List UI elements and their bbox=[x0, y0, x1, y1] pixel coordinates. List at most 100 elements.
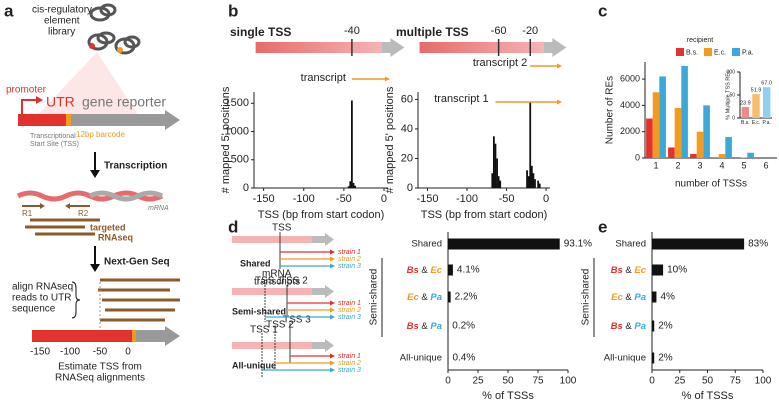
value-label: 23.9 bbox=[740, 100, 751, 106]
x-axis-label: TSS (bp from start codon) bbox=[421, 209, 548, 221]
label: TSS bbox=[272, 223, 292, 234]
strain-label: strain 1 bbox=[338, 249, 361, 256]
value-label: 83% bbox=[748, 239, 768, 250]
y-tick-label: 0 bbox=[635, 152, 640, 162]
label: TSS 1 bbox=[250, 325, 278, 336]
bar bbox=[448, 291, 451, 303]
x-tick-label: 100 bbox=[560, 376, 577, 387]
bar bbox=[538, 183, 541, 188]
y-axis-label: Semi-shared bbox=[369, 269, 380, 326]
x-tick-label: 1 bbox=[653, 160, 658, 170]
x-tick-label: -150 bbox=[253, 193, 275, 205]
panel-label: c bbox=[598, 1, 607, 20]
category-label: Ec & Pa bbox=[611, 292, 646, 303]
bar bbox=[652, 92, 660, 158]
y-tick-label: 20 bbox=[401, 152, 413, 164]
x-tick-label: 0 bbox=[543, 193, 549, 205]
y-tick-label: 0 bbox=[243, 182, 249, 194]
bar bbox=[696, 131, 704, 158]
bar bbox=[529, 102, 532, 188]
label: library bbox=[48, 27, 75, 38]
label: transcripts bbox=[254, 277, 300, 288]
category-label: All-unique bbox=[604, 353, 646, 364]
x-tick-label: 75 bbox=[730, 376, 742, 387]
bar bbox=[646, 118, 653, 158]
y-tick-label: 500 bbox=[231, 154, 249, 166]
y-tick-label: 1000 bbox=[225, 125, 249, 137]
bar bbox=[350, 100, 353, 188]
arrow-head bbox=[557, 63, 562, 69]
bar bbox=[741, 107, 750, 118]
annotation: transcript bbox=[301, 72, 346, 84]
label: Transcriptional bbox=[30, 133, 76, 140]
category-label: Bs & Ec bbox=[611, 265, 647, 276]
strain-label: strain 3 bbox=[338, 367, 361, 374]
strain-label: strain 2 bbox=[338, 256, 361, 263]
value-label: 4.1% bbox=[457, 265, 480, 276]
category-label: All-unique bbox=[400, 353, 442, 364]
label: promoter bbox=[6, 85, 47, 96]
x-tick-label: -50 bbox=[499, 193, 515, 205]
x-tick-label: 2 bbox=[675, 160, 680, 170]
label: Estimate TSS from bbox=[58, 362, 142, 373]
arrow-head bbox=[330, 263, 335, 269]
value-label: 0.2% bbox=[452, 321, 475, 332]
bar bbox=[652, 264, 664, 276]
value-label: 2.2% bbox=[455, 292, 478, 303]
x-tick-label: 100 bbox=[755, 376, 772, 387]
label: targeted bbox=[90, 222, 126, 232]
bar bbox=[534, 179, 536, 188]
bar bbox=[499, 180, 502, 188]
label: 12bp barcode bbox=[76, 130, 125, 139]
y-tick-label: 6000 bbox=[620, 73, 640, 83]
bar bbox=[532, 173, 535, 188]
label: R1 bbox=[22, 209, 33, 218]
label: UTR bbox=[46, 94, 75, 110]
bar bbox=[652, 238, 745, 250]
category-label: Ec & Pa bbox=[407, 292, 442, 303]
bar bbox=[725, 136, 732, 158]
chart-title: single TSS bbox=[230, 25, 291, 39]
arrow-head bbox=[330, 249, 335, 255]
panel-label: a bbox=[4, 1, 14, 20]
x-axis-label: TSS (bp from start codon) bbox=[258, 209, 385, 221]
x-tick-label: -100 bbox=[293, 193, 315, 205]
label: -150 bbox=[30, 347, 50, 358]
bar bbox=[497, 176, 500, 188]
label: 0 bbox=[125, 347, 131, 358]
bar bbox=[769, 156, 776, 158]
diagram-a: cis-regulatory element library promoter … bbox=[6, 3, 180, 384]
y-tick-label: 60 bbox=[401, 93, 413, 105]
y-axis-label: Semi-shared bbox=[581, 269, 592, 326]
label: TSS 2 bbox=[266, 320, 294, 331]
label: RNAseq bbox=[98, 232, 133, 242]
label: Shared bbox=[240, 258, 271, 268]
annotation: transcript 1 bbox=[434, 93, 488, 105]
x-tick-label: E.c. bbox=[752, 120, 761, 126]
legend-title: recipient bbox=[687, 37, 714, 44]
label: Transcription bbox=[104, 161, 167, 172]
y-tick-label: 1500 bbox=[225, 97, 249, 109]
arrow-head bbox=[330, 300, 335, 306]
label: All-unique bbox=[232, 360, 276, 370]
x-tick-label: B.s. bbox=[741, 120, 750, 126]
label: R2 bbox=[78, 209, 89, 218]
bar bbox=[762, 87, 771, 118]
x-tick-label: 25 bbox=[472, 376, 484, 387]
value-label: 93.1% bbox=[564, 239, 592, 250]
x-tick-label: -150 bbox=[416, 193, 438, 205]
y-tick-label: 4000 bbox=[620, 100, 640, 110]
value-label: 51.9 bbox=[751, 88, 762, 94]
bar bbox=[652, 320, 655, 332]
value-label: 0.4% bbox=[452, 353, 475, 364]
annotation: -20 bbox=[522, 25, 538, 37]
category-label: Shared bbox=[615, 239, 646, 250]
bar bbox=[354, 185, 357, 188]
label: -100 bbox=[60, 347, 80, 358]
arrow-head bbox=[330, 367, 335, 373]
category-label: Bs & Pa bbox=[611, 321, 646, 332]
y-tick-label: 0 bbox=[407, 182, 413, 194]
label: TSS 1 bbox=[255, 276, 283, 287]
legend-swatch bbox=[732, 48, 740, 56]
arrow-head bbox=[330, 256, 335, 262]
